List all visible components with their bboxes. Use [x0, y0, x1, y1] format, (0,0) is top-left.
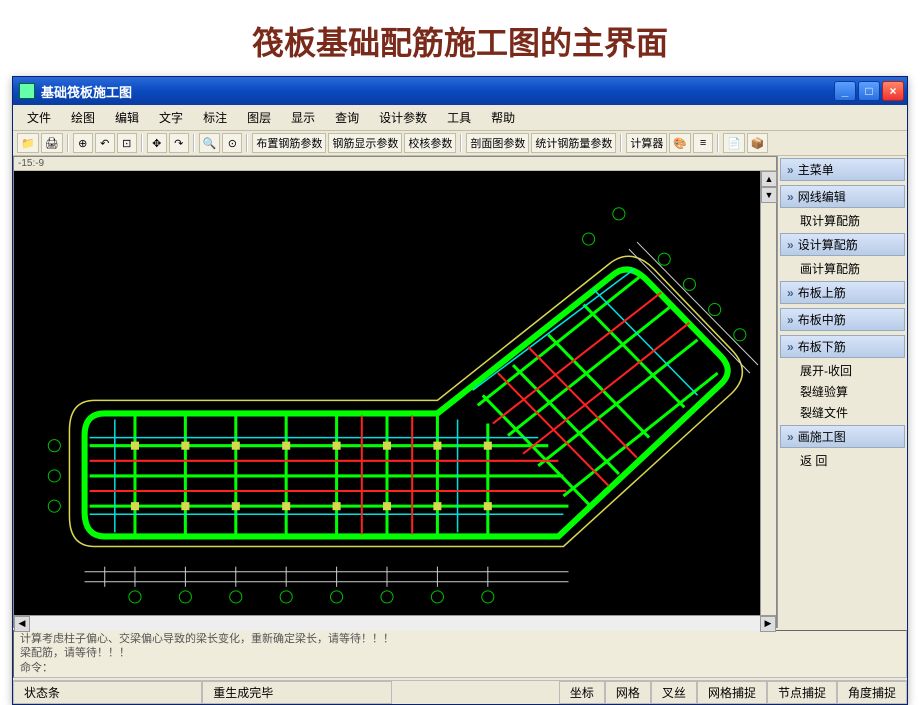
coord-readout: -15:-9	[14, 157, 776, 171]
palette-icon[interactable]: 🎨	[669, 133, 691, 153]
menu-display[interactable]: 显示	[281, 107, 325, 128]
box-icon[interactable]: 📦	[747, 133, 769, 153]
log-line: 梁配筋，请等待！！！	[20, 647, 900, 661]
menu-design-params[interactable]: 设计参数	[369, 107, 437, 128]
print-icon[interactable]: 🖨	[41, 133, 63, 153]
zoom-realtime-icon[interactable]: ⊙	[222, 133, 242, 153]
menu-help[interactable]: 帮助	[481, 107, 525, 128]
status-coord-button[interactable]: 坐标	[559, 681, 605, 704]
status-anglesnap-button[interactable]: 角度捕捉	[837, 681, 907, 704]
minimize-button[interactable]: _	[834, 81, 856, 101]
window-title: 基础筏板施工图	[41, 82, 834, 101]
calculator-button[interactable]: 计算器	[626, 133, 667, 153]
menu-layer[interactable]: 图层	[237, 107, 281, 128]
maximize-button[interactable]: □	[858, 81, 880, 101]
status-regen: 重生成完毕	[202, 681, 391, 704]
panel-header-netedit[interactable]: 网线编辑	[780, 185, 905, 208]
slab-boundary	[85, 269, 728, 536]
status-gridsnap-button[interactable]: 网格捕捉	[697, 681, 767, 704]
doc-icon[interactable]: 📄	[723, 133, 745, 153]
panel-item-back[interactable]: 返 回	[780, 450, 905, 471]
close-button[interactable]: ×	[882, 81, 904, 101]
panel-item-calc-rebar[interactable]: 取计算配筋	[780, 210, 905, 231]
menu-tools[interactable]: 工具	[437, 107, 481, 128]
panel-header-bot-rebar[interactable]: 布板下筋	[780, 335, 905, 358]
panel-header-mid-rebar[interactable]: 布板中筋	[780, 308, 905, 331]
drawing-canvas[interactable]	[14, 171, 760, 615]
command-log: 计算考虑柱子偏心、交梁偏心导致的梁长变化，重新确定梁长，请等待！！！ 梁配筋，请…	[13, 630, 907, 678]
menu-annotation[interactable]: 标注	[193, 107, 237, 128]
menu-edit[interactable]: 编辑	[105, 107, 149, 128]
dim-bottom	[85, 567, 569, 587]
grid-bubbles-wing	[583, 208, 746, 341]
side-panel: 主菜单 网线编辑 取计算配筋 设计算配筋 画计算配筋 布板上筋 布板中筋 布板下…	[777, 156, 907, 628]
section-params-button[interactable]: 剖面图参数	[466, 133, 529, 153]
status-grid-button[interactable]: 网格	[605, 681, 651, 704]
yellow-outline	[69, 256, 742, 546]
panel-item-crack-check[interactable]: 裂缝验算	[780, 381, 905, 402]
rebar-layout-params-button[interactable]: 布置钢筋参数	[252, 133, 326, 153]
panel-item-expand[interactable]: 展开-收回	[780, 360, 905, 381]
menu-draw[interactable]: 绘图	[61, 107, 105, 128]
zoom-extents-icon[interactable]: ⊡	[117, 133, 137, 153]
main-area: -15:-9	[13, 156, 907, 628]
scrollbar-vertical[interactable]: ▲ ▼	[760, 171, 776, 615]
status-cross-button[interactable]: 叉丝	[651, 681, 697, 704]
panel-header-top-rebar[interactable]: 布板上筋	[780, 281, 905, 304]
layers-icon[interactable]: ≡	[693, 133, 713, 153]
dim-wing	[629, 242, 758, 373]
redo-icon[interactable]: ↷	[169, 133, 189, 153]
scrollbar-horizontal[interactable]: ◀ ▶	[14, 615, 776, 631]
panel-item-crack-file[interactable]: 裂缝文件	[780, 402, 905, 423]
stat-rebar-params-button[interactable]: 统计钢筋量参数	[531, 133, 616, 153]
menu-text[interactable]: 文字	[149, 107, 193, 128]
panel-header-design[interactable]: 设计算配筋	[780, 233, 905, 256]
panel-header-draw-construction[interactable]: 画施工图	[780, 425, 905, 448]
slab-grid-h	[90, 446, 569, 506]
zoom-in-icon[interactable]: 🔍	[199, 133, 221, 153]
statusbar: 状态条 重生成完毕 坐标 网格 叉丝 网格捕捉 节点捕捉 角度捕捉	[13, 680, 907, 704]
menu-file[interactable]: 文件	[17, 107, 61, 128]
zoom-window-icon[interactable]: ⊕	[73, 133, 93, 153]
status-label: 状态条	[13, 681, 202, 704]
scroll-right-icon[interactable]: ▶	[760, 616, 776, 632]
command-prompt[interactable]: 命令：	[20, 662, 900, 676]
panel-header-main[interactable]: 主菜单	[780, 158, 905, 181]
zoom-prev-icon[interactable]: ↶	[95, 133, 115, 153]
canvas-container: -15:-9	[13, 156, 777, 628]
app-window: 基础筏板施工图 _ □ × 文件 绘图 编辑 文字 标注 图层 显示 查询 设计…	[12, 76, 908, 705]
log-line: 计算考虑柱子偏心、交梁偏心导致的梁长变化，重新确定梁长，请等待！！！	[20, 633, 900, 647]
titlebar: 基础筏板施工图 _ □ ×	[13, 77, 907, 105]
scroll-down-icon[interactable]: ▼	[761, 187, 777, 203]
menubar: 文件 绘图 编辑 文字 标注 图层 显示 查询 设计参数 工具 帮助	[13, 105, 907, 131]
open-icon[interactable]: 📁	[17, 133, 39, 153]
menu-query[interactable]: 查询	[325, 107, 369, 128]
pan-icon[interactable]: ✥	[147, 133, 167, 153]
slide-title: 筏板基础配筋施工图的主界面	[0, 0, 920, 76]
toolbar: 📁 🖨 ⊕ ↶ ⊡ ✥ ↷ 🔍 ⊙ 布置钢筋参数 钢筋显示参数 校核参数 剖面图…	[13, 131, 907, 156]
panel-item-draw-calc[interactable]: 画计算配筋	[780, 258, 905, 279]
app-icon	[19, 83, 35, 99]
rebar-display-params-button[interactable]: 钢筋显示参数	[328, 133, 402, 153]
status-nodesnap-button[interactable]: 节点捕捉	[767, 681, 837, 704]
scroll-up-icon[interactable]: ▲	[761, 171, 777, 187]
scroll-left-icon[interactable]: ◀	[14, 616, 30, 632]
check-params-button[interactable]: 校核参数	[404, 133, 456, 153]
